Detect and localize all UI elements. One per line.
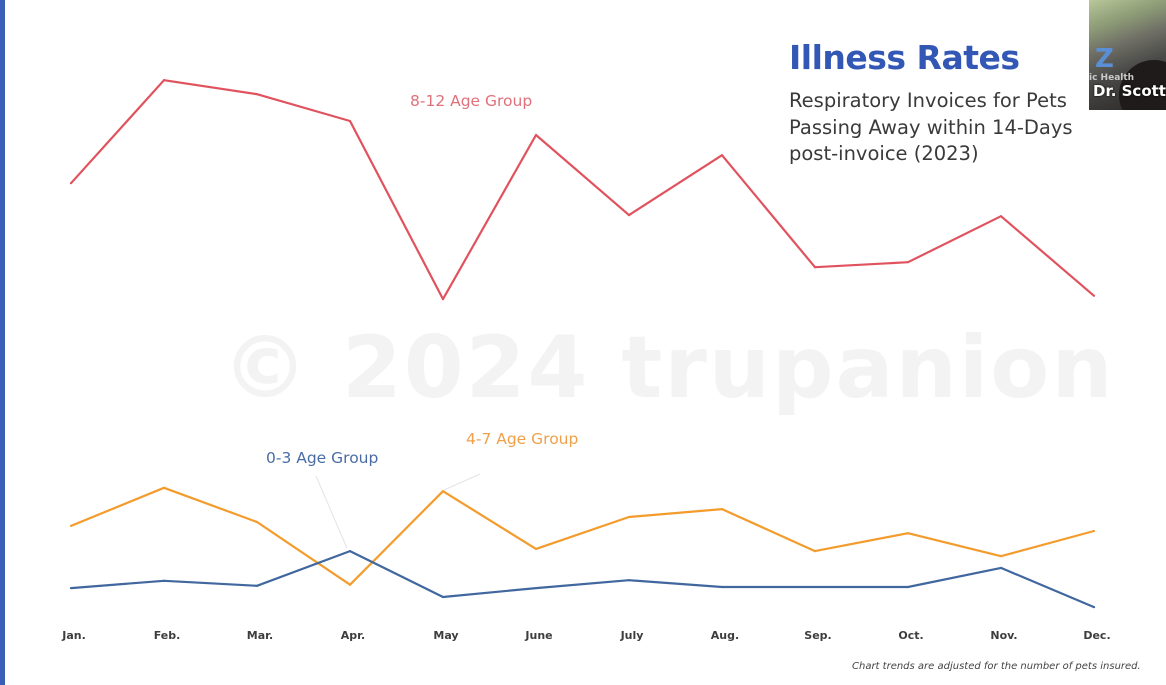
- data-point-4-7-age-group-mar: [255, 520, 259, 524]
- data-point-4-7-age-group-jan: [69, 524, 73, 528]
- data-point-4-7-age-group-apr: [348, 583, 352, 586]
- data-point-4-7-age-group-dec: [1092, 529, 1096, 533]
- data-point-8-12-age-group-feb: [162, 79, 166, 82]
- slide-subtitle: Respiratory Invoices for Pets Passing Aw…: [789, 88, 1119, 168]
- series-lines: [69, 79, 1096, 609]
- data-point-0-3-age-group-nov: [999, 566, 1003, 570]
- x-tick-label-sep: Sep.: [804, 629, 831, 642]
- data-point-0-3-age-group-mar: [255, 584, 259, 587]
- x-tick-label-mar: Mar.: [247, 629, 273, 642]
- x-tick-label-apr: Apr.: [341, 629, 365, 642]
- series-label-0-3-age-group: 0-3 Age Group: [266, 449, 378, 467]
- x-tick-label-jan: Jan.: [61, 629, 86, 642]
- data-point-8-12-age-group-july: [627, 214, 631, 217]
- data-point-8-12-age-group-oct: [906, 261, 910, 264]
- data-point-0-3-age-group-sep: [813, 585, 817, 589]
- series-line-0-3-age-group: [70, 549, 1095, 609]
- x-tick-label-oct: Oct.: [898, 629, 923, 642]
- data-point-0-3-age-group-may: [441, 595, 445, 599]
- data-point-4-7-age-group-aug: [720, 508, 724, 511]
- x-tick-label-feb: Feb.: [154, 629, 181, 642]
- data-point-8-12-age-group-june: [534, 133, 538, 137]
- data-point-8-12-age-group-jan: [69, 182, 73, 185]
- data-point-4-7-age-group-sep: [813, 550, 817, 553]
- subtitle-line: post-invoice (2023): [789, 142, 979, 165]
- background-text: ic Health: [1089, 73, 1135, 83]
- copyright-watermark: © 2024 trupanion: [222, 318, 1115, 418]
- data-point-4-7-age-group-oct: [906, 532, 910, 535]
- data-point-4-7-age-group-july: [627, 515, 631, 519]
- data-point-4-7-age-group-feb: [162, 486, 166, 489]
- chart-footnote: Chart trends are adjusted for the number…: [852, 661, 1141, 672]
- data-point-4-7-age-group-nov: [999, 555, 1003, 558]
- data-point-8-12-age-group-nov: [999, 215, 1003, 218]
- data-point-8-12-age-group-dec: [1092, 294, 1096, 297]
- data-point-0-3-age-group-aug: [720, 585, 724, 589]
- data-point-8-12-age-group-apr: [348, 119, 352, 123]
- background-logo: Z: [1095, 44, 1114, 74]
- subtitle-line: Passing Away within 14-Days: [789, 115, 1073, 139]
- x-tick-label-nov: Nov.: [990, 629, 1017, 642]
- series-label-4-7-age-group: 4-7 Age Group: [466, 430, 578, 448]
- participant-video-tile[interactable]: Z ic Health Dr. Scott: [1089, 0, 1166, 110]
- series-line-8-12-age-group: [70, 79, 1095, 301]
- data-point-0-3-age-group-oct: [906, 585, 910, 589]
- x-tick-label-dec: Dec.: [1083, 629, 1110, 642]
- series-label-8-12-age-group: 8-12 Age Group: [410, 92, 532, 110]
- data-point-8-12-age-group-may: [441, 298, 445, 301]
- data-point-8-12-age-group-aug: [720, 154, 724, 157]
- data-point-8-12-age-group-mar: [255, 93, 259, 96]
- data-point-0-3-age-group-dec: [1092, 606, 1096, 609]
- x-tick-label-july: July: [620, 629, 644, 642]
- data-point-0-3-age-group-apr: [348, 550, 352, 553]
- data-point-0-3-age-group-jan: [69, 586, 73, 590]
- slide-title: Illness Rates: [789, 38, 1020, 77]
- x-tick-label-aug: Aug.: [711, 629, 739, 642]
- x-axis-tick-labels: Jan. Feb. Mar. Apr. May June July Aug. Sep. Oct. N…: [61, 629, 1110, 642]
- subtitle-line: Respiratory Invoices for Pets: [789, 89, 1067, 112]
- data-point-0-3-age-group-july: [627, 579, 631, 582]
- slide-left-border: [0, 0, 5, 685]
- x-tick-label-may: May: [433, 629, 458, 642]
- data-point-0-3-age-group-feb: [162, 579, 166, 582]
- data-point-0-3-age-group-june: [534, 586, 538, 590]
- participant-name-label: Dr. Scott: [1093, 82, 1166, 100]
- data-point-8-12-age-group-sep: [813, 266, 817, 269]
- data-point-4-7-age-group-may: [441, 490, 445, 493]
- series-line-4-7-age-group: [70, 486, 1095, 586]
- series-labels: 8-12 Age Group 4-7 Age Group 0-3 Age Group: [266, 92, 578, 467]
- label-leader-lines: [315, 473, 481, 549]
- leader-line-4-7-age-group: [443, 473, 481, 491]
- x-tick-label-june: June: [524, 629, 552, 642]
- data-point-4-7-age-group-june: [534, 547, 538, 550]
- leader-line-0-3-age-group: [315, 475, 348, 549]
